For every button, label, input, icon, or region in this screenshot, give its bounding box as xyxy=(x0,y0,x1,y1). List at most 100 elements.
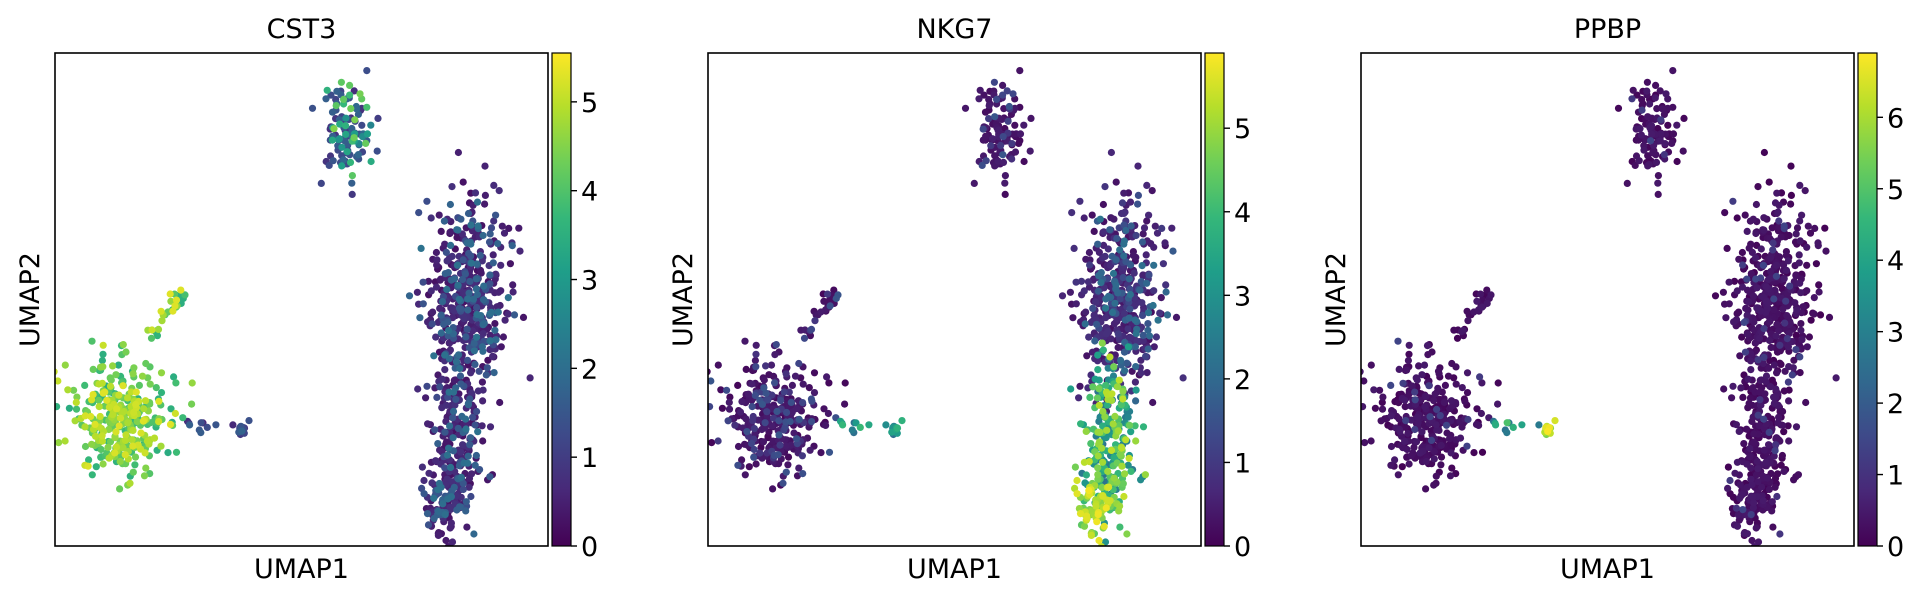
scatter-point xyxy=(363,67,371,75)
scatter-point xyxy=(1416,449,1424,457)
scatter-point xyxy=(64,386,72,394)
scatter-point xyxy=(1123,530,1131,538)
scatter-points xyxy=(55,67,534,546)
scatter-point xyxy=(1376,386,1384,394)
scatter-point xyxy=(362,139,370,147)
scatter-point xyxy=(432,333,440,341)
scatter-point xyxy=(1082,308,1090,316)
scatter-point xyxy=(1801,187,1809,195)
scatter-point xyxy=(479,437,487,445)
scatter-point xyxy=(471,421,479,429)
scatter-point xyxy=(1446,435,1454,443)
scatter-point xyxy=(141,449,149,457)
scatter-point xyxy=(463,325,471,333)
scatter-point xyxy=(760,376,768,384)
scatter-point xyxy=(109,411,117,419)
scatter-point xyxy=(468,470,476,478)
scatter-point xyxy=(1760,214,1768,222)
scatter-point xyxy=(1101,183,1109,191)
scatter-point xyxy=(1732,504,1740,512)
scatter-point xyxy=(1120,221,1128,229)
scatter-point xyxy=(1130,269,1138,277)
scatter-point xyxy=(448,478,456,486)
scatter-point xyxy=(1643,87,1651,95)
scatter-point xyxy=(179,414,187,422)
scatter-point xyxy=(491,326,499,334)
scatter-point xyxy=(1463,307,1471,315)
scatter-point xyxy=(1509,423,1517,431)
scatter-point xyxy=(135,381,143,389)
scatter-point xyxy=(775,417,783,425)
scatter-point xyxy=(1544,427,1552,436)
scatter-point xyxy=(1760,353,1768,361)
scatter-point xyxy=(806,446,814,454)
scatter-point xyxy=(1391,456,1399,464)
scatter-point xyxy=(1647,137,1655,145)
scatter-point xyxy=(1731,469,1739,477)
scatter-point xyxy=(1001,179,1009,187)
scatter-point xyxy=(1755,388,1764,396)
scatter-point xyxy=(1765,336,1774,345)
scatter-point xyxy=(348,172,356,180)
scatter-point xyxy=(882,421,890,429)
scatter-point xyxy=(1789,364,1797,372)
scatter-point xyxy=(1085,248,1093,257)
scatter-point xyxy=(1722,314,1730,322)
scatter-point xyxy=(501,316,509,324)
scatter-point xyxy=(1162,288,1170,296)
scatter-point xyxy=(1102,314,1110,322)
scatter-point xyxy=(1402,417,1410,425)
scatter-point xyxy=(1657,116,1665,124)
scatter-point xyxy=(1803,243,1811,251)
scatter-point xyxy=(420,490,428,498)
scatter-point xyxy=(116,457,124,466)
scatter-point xyxy=(442,438,451,446)
scatter-point xyxy=(1120,309,1128,318)
scatter-point xyxy=(1000,105,1008,113)
scatter-point xyxy=(848,426,856,434)
scatter-point xyxy=(485,238,494,246)
scatter-point xyxy=(338,143,346,151)
scatter-point xyxy=(1773,189,1781,197)
scatter-point xyxy=(1126,334,1134,342)
scatter-point xyxy=(1638,95,1646,104)
scatter-point xyxy=(1430,481,1438,489)
scatter-point xyxy=(1092,298,1100,306)
scatter-point xyxy=(433,256,441,264)
scatter-point xyxy=(1121,470,1129,478)
scatter-point xyxy=(1623,179,1631,187)
scatter-point xyxy=(89,365,97,373)
scatter-point xyxy=(1124,343,1132,351)
y-axis-label: UMAP2 xyxy=(15,252,46,347)
scatter-point xyxy=(1100,228,1108,236)
scatter-point xyxy=(1106,353,1114,361)
scatter-point xyxy=(470,530,478,538)
scatter-point xyxy=(793,435,801,443)
scatter-point xyxy=(55,368,58,376)
scatter-point xyxy=(752,350,760,358)
scatter-point xyxy=(1448,464,1456,472)
scatter-point xyxy=(188,379,196,387)
scatter-point xyxy=(1101,538,1110,546)
scatter-point xyxy=(459,485,467,494)
scatter-point xyxy=(823,290,832,298)
scatter-point xyxy=(1772,332,1780,340)
scatter-point xyxy=(1169,247,1177,255)
scatter-point xyxy=(166,290,174,298)
scatter-point xyxy=(1143,279,1151,287)
scatter-point xyxy=(1797,289,1805,297)
colorbar-tick-label: 4 xyxy=(581,177,598,208)
scatter-point xyxy=(481,162,489,170)
scatter-point xyxy=(1803,287,1811,295)
scatter-point xyxy=(451,275,459,283)
scatter-point xyxy=(487,308,495,316)
panel-title: NKG7 xyxy=(916,14,992,45)
scatter-point xyxy=(985,102,993,110)
colorbar-gradient xyxy=(551,52,572,547)
scatter-point xyxy=(1111,412,1119,420)
scatter-point xyxy=(745,463,753,471)
scatter-point xyxy=(1005,102,1013,111)
scatter-point xyxy=(743,428,751,436)
scatter-point xyxy=(1749,493,1757,501)
